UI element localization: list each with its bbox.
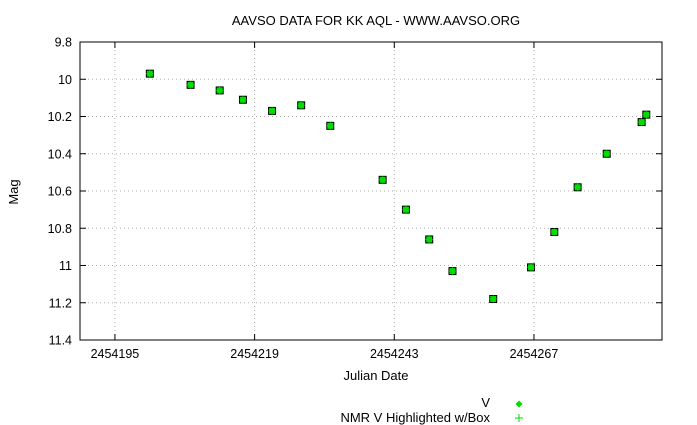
y-tick-label: 9.8 xyxy=(55,36,72,50)
data-point-nmr-v xyxy=(186,80,195,89)
x-tick-label: 2454267 xyxy=(510,347,559,361)
chart-title: AAVSO DATA FOR KK AQL - WWW.AAVSO.ORG xyxy=(232,13,520,28)
x-tick-label: 2454195 xyxy=(91,347,140,361)
data-point-nmr-v xyxy=(448,267,457,276)
y-tick-label: 11.2 xyxy=(49,296,72,310)
data-point-nmr-v xyxy=(637,118,646,127)
legend-marker-nmr-v xyxy=(515,414,523,422)
data-point-nmr-v xyxy=(401,205,410,214)
legend-label-nmr-v: NMR V Highlighted w/Box xyxy=(340,410,490,425)
x-tick-label: 2454219 xyxy=(230,347,279,361)
y-axis-title: Mag xyxy=(6,179,21,204)
data-point-nmr-v xyxy=(602,149,611,158)
data-point-nmr-v xyxy=(489,295,498,304)
y-tick-label: 10 xyxy=(58,73,72,87)
data-point-nmr-v xyxy=(268,106,277,115)
y-tick-label: 11.4 xyxy=(49,334,72,348)
x-tick-label: 2454243 xyxy=(370,347,419,361)
data-point-nmr-v xyxy=(326,121,335,130)
ticks-layer: 9.8 10 10.2 10.4 10.6 10.8 11 11.2 11.4 2454195 24… xyxy=(48,36,662,361)
y-tick-label: 10.2 xyxy=(48,110,72,124)
points-layer xyxy=(145,69,651,304)
data-point-nmr-v xyxy=(215,86,224,95)
data-point-nmr-v xyxy=(145,69,154,78)
data-point-nmr-v xyxy=(238,95,247,104)
data-point-nmr-v xyxy=(297,101,306,110)
y-tick-label: 10.4 xyxy=(48,147,72,161)
grid-layer xyxy=(80,42,662,340)
data-point-nmr-v xyxy=(378,175,387,184)
y-tick-label: 10.8 xyxy=(48,222,72,236)
legend-label-v: V xyxy=(481,395,490,410)
data-point-nmr-v xyxy=(550,227,559,236)
data-point-nmr-v xyxy=(642,110,651,119)
x-axis-title: Julian Date xyxy=(343,368,408,383)
data-point-nmr-v xyxy=(527,263,536,272)
data-point-nmr-v xyxy=(573,183,582,192)
legend-marker-v xyxy=(515,400,523,408)
y-tick-label: 11 xyxy=(59,259,72,273)
y-tick-label: 10.6 xyxy=(48,185,72,199)
data-point-nmr-v xyxy=(425,235,434,244)
legend: V NMR V Highlighted w/Box xyxy=(340,395,523,425)
